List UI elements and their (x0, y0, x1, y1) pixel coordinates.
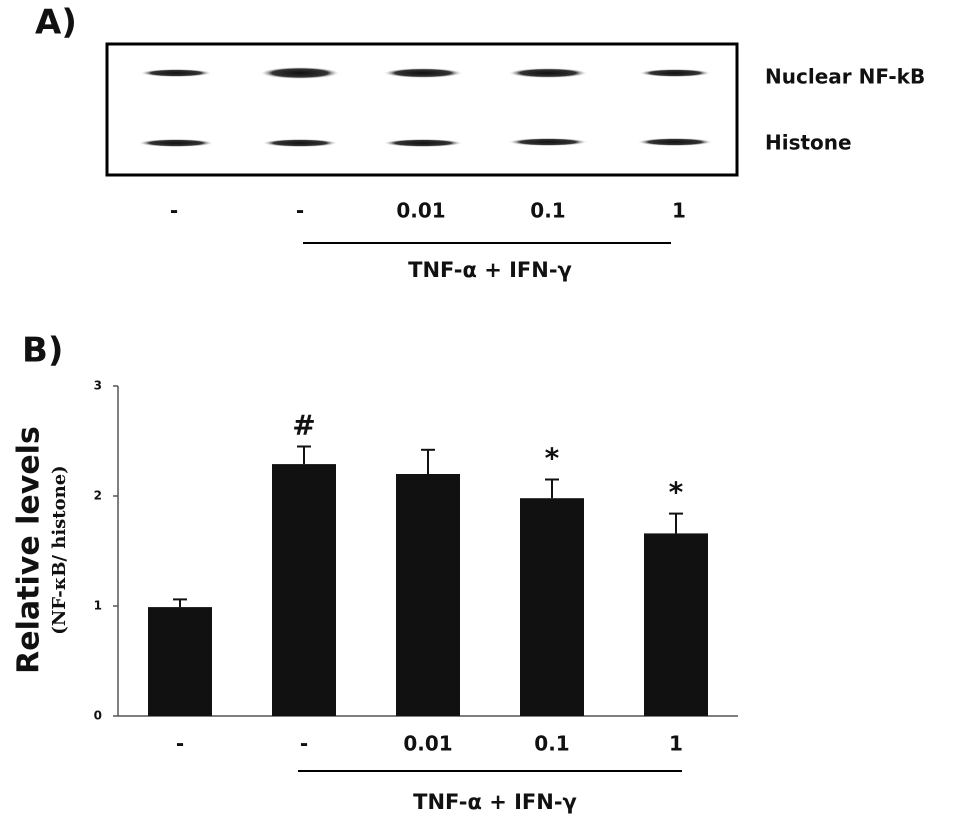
bar (272, 464, 336, 716)
error-bar (421, 448, 435, 474)
band (508, 68, 588, 78)
band (138, 139, 214, 147)
blot-frame (105, 42, 739, 177)
y-tick-label: 2 (94, 489, 102, 503)
x-tick-label: - (176, 732, 184, 756)
lane-label: 1 (672, 199, 686, 223)
significance-mark: # (292, 409, 315, 442)
band (508, 138, 588, 146)
y-axis-title: Relative levels (12, 426, 47, 674)
band (637, 138, 713, 146)
treatment-label: TNF-α + IFN-γ (413, 790, 577, 814)
significance-mark: * (545, 442, 560, 475)
bar (396, 474, 460, 716)
band (383, 139, 463, 147)
error-bar (545, 478, 559, 499)
band (262, 139, 338, 147)
bar (644, 533, 708, 716)
y-tick-label: 1 (94, 599, 102, 613)
x-tick-label: 1 (669, 732, 683, 756)
bar (148, 607, 212, 716)
panel-label: A) (35, 3, 77, 43)
error-bar (297, 445, 311, 465)
error-bar (173, 598, 187, 608)
error-bar (669, 512, 683, 534)
band-label: Nuclear NF-kB (765, 65, 925, 89)
lane-label: 0.01 (396, 199, 445, 223)
lane-label: - (170, 199, 178, 223)
lane-label: 0.1 (530, 199, 565, 223)
panel-label: B) (22, 331, 63, 371)
band (140, 69, 212, 77)
band (260, 67, 340, 79)
x-tick-label: 0.1 (534, 732, 569, 756)
y-tick-label: 3 (94, 379, 102, 393)
x-tick-label: 0.01 (403, 732, 452, 756)
significance-mark: * (669, 476, 684, 509)
panel-a: A) Nuclear NF-kB Histone TNF-α + IFN-γ -… (35, 3, 925, 283)
blot-bands (138, 67, 713, 147)
bar (520, 498, 584, 716)
x-tick-label: - (300, 732, 308, 756)
y-tick-label: 0 (94, 709, 102, 723)
band-label: Histone (765, 131, 852, 155)
band (639, 69, 711, 77)
band (383, 68, 463, 78)
lane-label: - (296, 199, 304, 223)
treatment-label: TNF-α + IFN-γ (408, 258, 572, 282)
y-axis-subtitle: (NF-κB/ histone) (49, 465, 70, 634)
